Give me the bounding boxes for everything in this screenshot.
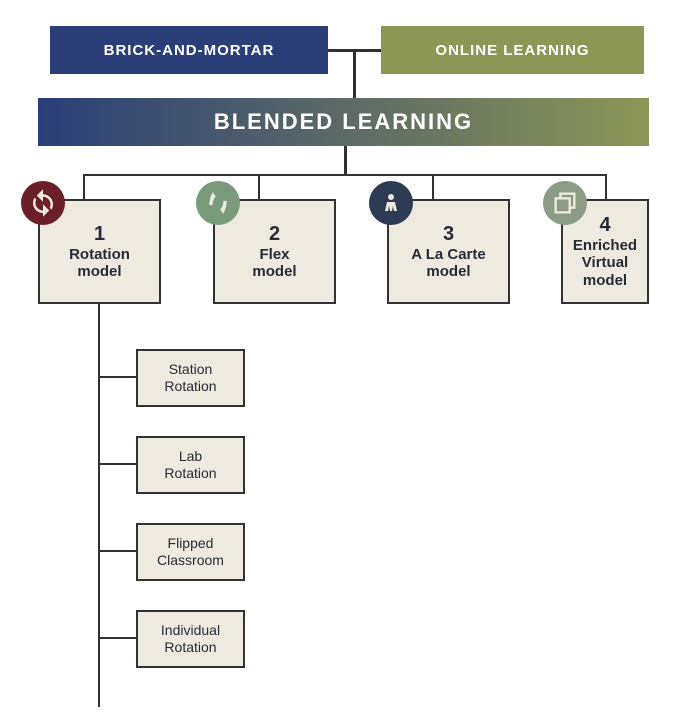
model-label-line: Enriched <box>573 237 637 254</box>
sub-box-lab: Lab Rotation <box>136 436 245 494</box>
sub-label-line: Station <box>169 361 213 377</box>
sub-label-line: Flipped <box>168 535 214 551</box>
sub-label: Station Rotation <box>164 361 216 395</box>
top-box-online-label: ONLINE LEARNING <box>435 42 589 59</box>
top-box-brick-label: BRICK-AND-MORTAR <box>104 42 275 59</box>
model-label: Enriched Virtual model <box>573 237 637 289</box>
blended-learning-box: BLENDED LEARNING <box>38 98 649 146</box>
model-label: Flex model <box>252 246 296 281</box>
sub-label-line: Rotation <box>164 639 216 655</box>
connector <box>98 304 100 707</box>
connector <box>258 174 260 199</box>
top-box-brick: BRICK-AND-MORTAR <box>50 26 328 74</box>
sub-label-line: Classroom <box>157 552 224 568</box>
connector <box>605 174 607 199</box>
rotation-icon <box>21 181 65 225</box>
model-number: 4 <box>599 214 610 237</box>
sub-label: Lab Rotation <box>164 448 216 482</box>
model-number: 1 <box>94 223 105 246</box>
model-label: Rotation model <box>69 246 130 281</box>
connector <box>432 174 434 199</box>
blended-learning-label: BLENDED LEARNING <box>214 109 473 135</box>
sub-box-flipped: Flipped Classroom <box>136 523 245 581</box>
connector <box>98 637 136 639</box>
connector <box>83 174 607 176</box>
model-label: A La Carte model <box>411 246 485 281</box>
sub-label-line: Rotation <box>164 378 216 394</box>
top-box-online: ONLINE LEARNING <box>381 26 644 74</box>
model-label-line: Flex <box>259 246 289 263</box>
flex-icon <box>196 181 240 225</box>
sub-label: Individual Rotation <box>161 622 220 656</box>
sub-label-line: Individual <box>161 622 220 638</box>
sub-label-line: Rotation <box>164 465 216 481</box>
sub-box-individual: Individual Rotation <box>136 610 245 668</box>
model-label-line: model <box>77 263 121 280</box>
model-number: 2 <box>269 223 280 246</box>
model-label-line: A La Carte <box>411 246 485 263</box>
person-icon <box>369 181 413 225</box>
sub-box-station: Station Rotation <box>136 349 245 407</box>
connector <box>98 463 136 465</box>
layers-icon <box>543 181 587 225</box>
model-label-line: Rotation <box>69 246 130 263</box>
model-label-line: Virtual <box>582 254 628 271</box>
connector <box>98 376 136 378</box>
connector <box>353 49 356 98</box>
model-label-line: model <box>252 263 296 280</box>
model-label-line: model <box>426 263 470 280</box>
model-number: 3 <box>443 223 454 246</box>
connector <box>344 146 347 176</box>
connector <box>83 174 85 199</box>
sub-label: Flipped Classroom <box>157 535 224 569</box>
model-label-line: model <box>583 272 627 289</box>
connector <box>98 550 136 552</box>
sub-label-line: Lab <box>179 448 202 464</box>
